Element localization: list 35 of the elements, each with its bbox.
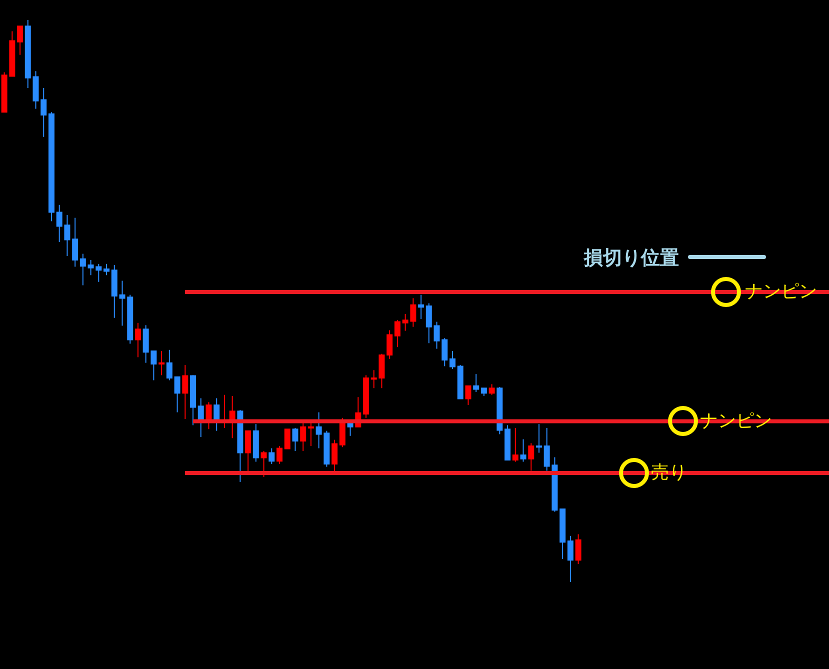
candlestick (292, 428, 298, 452)
candlestick (158, 350, 165, 376)
candlestick (72, 217, 78, 268)
candlestick (426, 302, 432, 344)
candlestick (284, 428, 290, 450)
candlestick (394, 320, 400, 348)
candlestick (214, 398, 220, 432)
candlestick (575, 534, 582, 565)
candlestick (465, 385, 472, 406)
candlestick (182, 364, 188, 420)
text: 損切り位置 (583, 247, 679, 269)
candlestick (80, 253, 86, 286)
candlestick (488, 384, 495, 396)
candlestick (418, 294, 424, 320)
candlestick (449, 350, 456, 370)
candlestick (308, 422, 314, 446)
candlestick (245, 430, 252, 472)
candlestick (520, 438, 526, 462)
candlestick (473, 374, 480, 393)
candlestick (17, 26, 24, 56)
candlestick (134, 322, 141, 358)
candlestick (512, 428, 518, 462)
candlestick (198, 398, 204, 438)
candlestick (166, 349, 172, 381)
candlestick (332, 439, 338, 472)
candlestick (174, 376, 180, 413)
candlestick (528, 442, 534, 472)
candlestick (260, 450, 267, 478)
candlestick (339, 417, 346, 448)
candlestick (104, 263, 110, 276)
candlestick (276, 445, 283, 464)
candlestick (536, 424, 542, 454)
candlestick (386, 330, 393, 360)
candlestick (268, 448, 275, 464)
candlestick (567, 535, 574, 582)
